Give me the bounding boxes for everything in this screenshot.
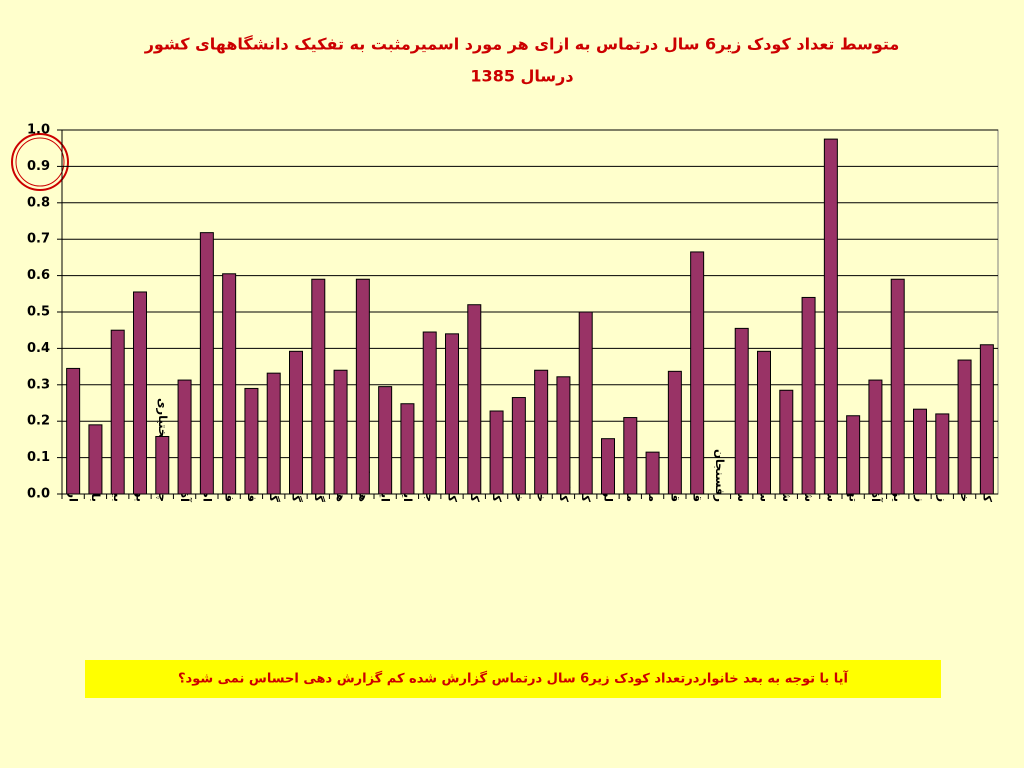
bar xyxy=(690,251,705,495)
bar xyxy=(133,291,147,495)
bar xyxy=(935,413,950,495)
highlight-circle xyxy=(11,133,69,191)
bar xyxy=(177,379,192,495)
bar xyxy=(890,278,905,495)
bar xyxy=(556,376,571,495)
bar xyxy=(734,327,749,495)
bar xyxy=(779,389,794,495)
bar xyxy=(801,296,816,495)
bar xyxy=(846,415,861,495)
bar xyxy=(467,304,482,495)
y-tick-label: 0.8 xyxy=(27,195,50,210)
bar xyxy=(155,435,170,495)
y-tick-label: 1.0 xyxy=(27,123,50,138)
bar xyxy=(400,403,415,495)
y-tick-label: 0.2 xyxy=(27,414,50,429)
bar xyxy=(88,424,103,495)
bar xyxy=(378,386,393,495)
bar xyxy=(957,359,972,495)
chart-subtitle: درسال 1385 xyxy=(470,67,573,86)
bar xyxy=(333,369,348,495)
bar xyxy=(445,333,459,495)
bar xyxy=(66,367,81,495)
bar xyxy=(823,138,838,495)
bar xyxy=(266,372,281,495)
bar xyxy=(534,369,549,495)
chart-title: متوسط تعداد کودک زیر6 سال درتماس به ازای… xyxy=(144,35,900,54)
bar xyxy=(979,344,994,495)
bar xyxy=(868,379,883,495)
bar xyxy=(110,329,125,495)
note-box xyxy=(85,660,941,698)
bar xyxy=(578,311,593,495)
y-tick-label: 0.3 xyxy=(27,377,50,392)
bar xyxy=(511,397,526,495)
bar xyxy=(645,451,660,495)
y-tick-label: 0.9 xyxy=(27,159,50,174)
y-tick-label: 0.5 xyxy=(27,305,50,320)
bar xyxy=(667,370,682,495)
bar xyxy=(757,350,771,495)
highlight-circle xyxy=(15,137,65,187)
x-tick-label: رفسنجان xyxy=(713,449,727,502)
note: آیا با توجه به بعد خانواردرتعداد کودک زی… xyxy=(178,670,849,687)
bar xyxy=(422,331,437,495)
bar xyxy=(244,387,259,495)
y-tick-label: 0.0 xyxy=(27,487,50,502)
bar xyxy=(489,410,504,495)
bar xyxy=(289,350,303,495)
bar xyxy=(355,278,370,495)
bar xyxy=(199,232,214,495)
bar xyxy=(601,438,615,495)
y-tick-label: 0.4 xyxy=(27,341,50,356)
bar xyxy=(913,408,927,495)
bar xyxy=(311,278,326,495)
bar xyxy=(222,273,237,495)
y-tick-label: 0.1 xyxy=(27,450,50,465)
bar xyxy=(623,417,638,495)
y-tick-label: 0.6 xyxy=(27,268,50,283)
y-tick-label: 0.7 xyxy=(27,232,50,247)
